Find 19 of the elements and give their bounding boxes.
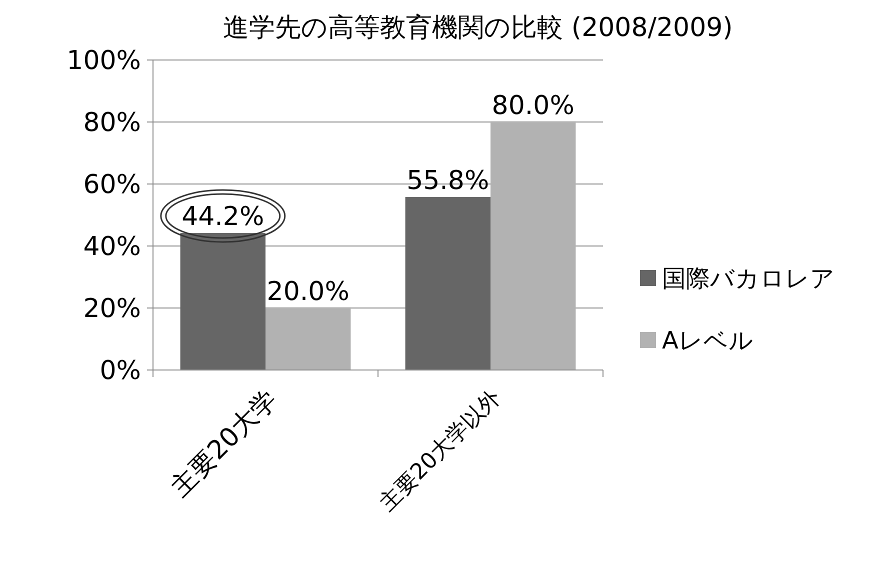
legend-label: 国際バカロレア (662, 264, 835, 292)
chart-title: 進学先の高等教育機関の比較 (2008/2009) (223, 13, 733, 43)
data-label: 55.8% (406, 166, 490, 196)
x-tick-label: 主要20大学以外 (374, 385, 506, 516)
data-label: 80.0% (492, 91, 574, 121)
data-label: 20.0% (266, 277, 350, 307)
bar (490, 122, 576, 370)
y-tick-label: 40% (83, 232, 141, 262)
y-tick-label: 80% (83, 108, 141, 138)
y-tick-label: 0% (100, 356, 141, 386)
y-tick-label: 100% (66, 46, 141, 76)
bar (266, 308, 351, 370)
x-tick-label: 主要20大学 (165, 384, 284, 503)
data-label: 44.2% (182, 202, 264, 232)
y-tick-label: 60% (83, 170, 141, 200)
bar (180, 232, 266, 370)
bar (405, 197, 490, 370)
legend-label: Aレベル (662, 326, 754, 354)
y-tick-label: 20% (83, 294, 141, 324)
